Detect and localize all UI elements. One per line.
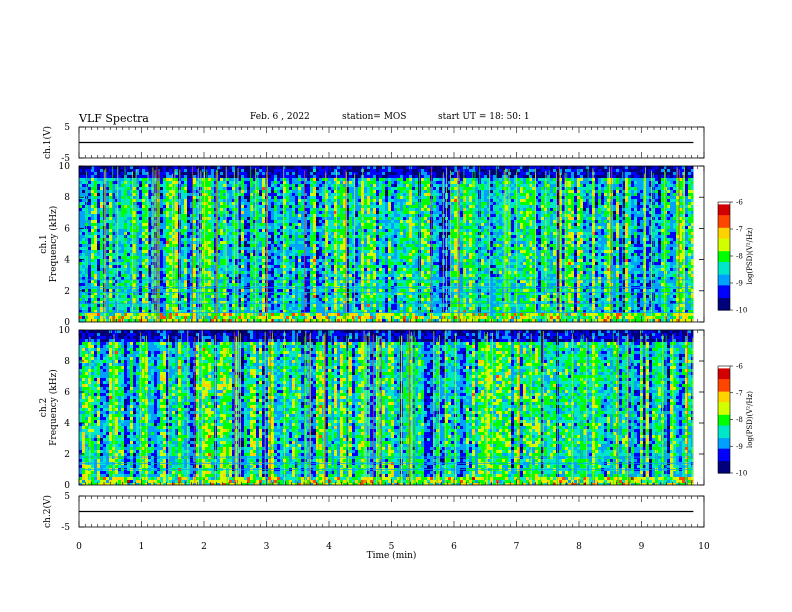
ch2-spectrogram-colorbar: -6 -7 -8 -9 -10 log(PSD)(V²/Hz) [717, 363, 754, 478]
x-tick-label: 1 [139, 542, 145, 552]
colorbar-tick-label: -6 [736, 199, 743, 207]
y-tick-label: -5 [61, 154, 70, 164]
y-tick-label: 10 [59, 326, 71, 336]
ch2-waveform-panel: 5 -5 ch.2(V) [42, 492, 705, 533]
y-tick-label: 10 [59, 162, 71, 172]
y-tick-label: 5 [64, 123, 70, 133]
colorbar-tick-label: -9 [736, 443, 743, 451]
colorbar-label: log(PSD)(V²/Hz) [746, 227, 754, 284]
y-axis-label: ch.2(V) [42, 495, 53, 528]
y-tick-label: 8 [64, 193, 70, 203]
colorbar-tick-label: -6 [736, 363, 743, 371]
colorbar-tick-label: -7 [736, 389, 743, 397]
time-axis: 0 1 2 3 4 5 6 7 8 9 10 Time (min) [76, 542, 710, 561]
colorbar-tick-label: -9 [736, 280, 743, 288]
y-tick-label: 0 [64, 481, 70, 491]
date-label: Feb. 6 , 2022 [250, 112, 310, 122]
y-axis-label: Frequency (kHz) [48, 206, 59, 283]
x-tick-label: 9 [639, 542, 645, 552]
ch1-spectrogram-cells [79, 166, 694, 322]
ch1-waveform-panel: 5 -5 ch.1(V) [42, 123, 705, 164]
chart-title: VLF Spectra [79, 112, 149, 125]
ch2-spectrogram-panel: 0 2 4 6 8 10 ch.2 Frequency (kHz) [39, 326, 705, 491]
y-tick-label: 2 [64, 287, 70, 297]
x-tick-label: 2 [201, 542, 207, 552]
start-ut-label: start UT = 18: 50: 1 [438, 112, 530, 122]
ch2-spectrogram-cells [79, 330, 694, 485]
x-tick-label: 7 [514, 542, 520, 552]
y-tick-label: 0 [64, 318, 70, 328]
x-tick-label: 3 [264, 542, 270, 552]
colorbars: -6 -7 -8 -9 -10 log(PSD)(V²/Hz) -6 -7 -8 -9 -10 log… [717, 199, 754, 478]
y-axis-label: ch.2 [39, 398, 49, 417]
y-tick-label: 4 [64, 419, 70, 429]
colorbar-tick-label: -10 [736, 307, 747, 315]
colorbar-tick-label: -8 [736, 416, 743, 424]
y-axis-label: ch.1(V) [42, 126, 53, 159]
colorbar-tick-label: -7 [736, 226, 743, 234]
y-axis-label: ch.1 [39, 234, 49, 253]
x-tick-label: 4 [326, 542, 332, 552]
x-tick-label: 8 [576, 542, 582, 552]
y-tick-label: 6 [64, 224, 70, 234]
station-label: station= MOS [342, 112, 406, 122]
x-tick-label: 10 [698, 542, 710, 552]
x-tick-label: 0 [76, 542, 82, 552]
x-axis-label: Time (min) [367, 550, 417, 561]
x-tick-label: 6 [451, 542, 457, 552]
y-tick-label: 6 [64, 388, 70, 398]
ch1-spectrogram-panel: 0 2 4 6 8 10 ch.1 Frequency (kHz) [39, 162, 705, 328]
colorbar-tick-label: -8 [736, 253, 743, 261]
y-tick-label: 5 [64, 492, 70, 502]
y-tick-label: 8 [64, 357, 70, 367]
colorbar-tick-label: -10 [736, 470, 747, 478]
ch1-spectrogram-colorbar: -6 -7 -8 -9 -10 log(PSD)(V²/Hz) [717, 199, 754, 315]
colorbar-label: log(PSD)(V²/Hz) [746, 391, 754, 448]
x-tick-label: 5 [389, 542, 395, 552]
y-axis-label: Frequency (kHz) [48, 369, 59, 446]
y-tick-label: 2 [64, 450, 70, 460]
y-tick-label: 4 [64, 256, 70, 266]
y-tick-label: -5 [61, 523, 70, 533]
